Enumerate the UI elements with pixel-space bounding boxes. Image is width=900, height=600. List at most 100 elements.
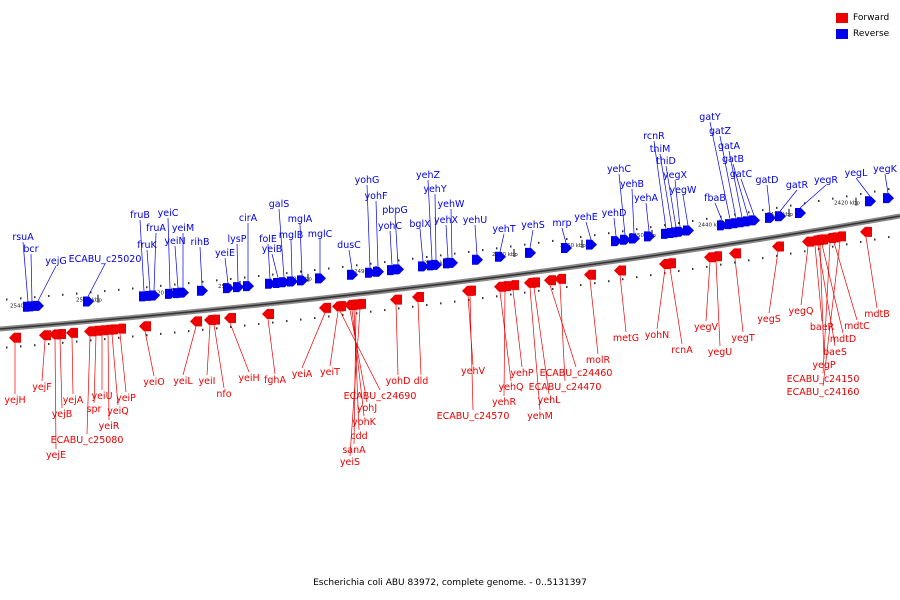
track-dash <box>188 282 190 285</box>
track-dash <box>188 330 190 333</box>
gene-leader <box>719 135 737 219</box>
track-dash <box>748 259 750 262</box>
gene-arrow-forward <box>208 314 220 325</box>
gene-label-reverse: rcnR <box>643 131 665 142</box>
gene-label-reverse: bcr <box>23 244 38 255</box>
gene-leader <box>512 290 523 368</box>
gene-leader <box>833 242 858 321</box>
gene-arrow-forward <box>66 327 78 338</box>
gene-leader <box>329 311 339 367</box>
gene-label-reverse: yeiM <box>172 223 194 234</box>
track-dash <box>832 197 834 200</box>
gene-leader <box>814 245 823 322</box>
track-dash <box>118 336 120 339</box>
gene-label-forward: yegS <box>757 314 781 325</box>
gene-label-reverse: gatY <box>699 112 721 123</box>
gene-label-forward: yeiR <box>99 421 120 432</box>
gene-leader <box>299 223 303 276</box>
track-dash <box>622 230 624 233</box>
track-dash <box>888 236 890 239</box>
track-dash <box>398 259 400 262</box>
gene-arrow-forward <box>102 324 114 335</box>
gene-label-forward: yeiT <box>320 367 340 378</box>
gene-leader <box>499 291 512 382</box>
gene-label-forward: ECABU_c24470 <box>529 382 602 393</box>
gene-arrow-reverse <box>83 296 94 307</box>
gene-arrow-reverse <box>472 254 483 265</box>
gene-leader <box>93 335 97 404</box>
gene-leader <box>224 257 229 284</box>
tick-label: 2520 kbp <box>150 291 176 297</box>
gene-leader <box>167 217 171 289</box>
gene-arrow-forward <box>729 248 741 259</box>
track-dash <box>62 341 64 344</box>
gene-leader <box>585 221 592 240</box>
gene-arrow-forward <box>39 330 51 341</box>
gene-leader <box>434 193 437 260</box>
track-dash <box>356 264 358 267</box>
gene-label-reverse: yeiB <box>262 244 283 255</box>
track-dash <box>888 188 890 191</box>
gene-label-forward: yejF <box>32 382 52 393</box>
track-dash <box>202 328 204 331</box>
track-dash <box>860 240 862 243</box>
legend-forward-label: Forward <box>853 13 890 23</box>
gene-leader <box>549 285 577 368</box>
gene-label-forward: yehL <box>538 395 561 406</box>
gene-leader <box>375 200 379 267</box>
gene-label-reverse: yohF <box>365 191 388 202</box>
gene-leader <box>146 249 151 291</box>
track-dash <box>496 295 498 298</box>
forward-swatch <box>836 13 848 23</box>
track-dash <box>104 338 106 341</box>
gene-leader <box>366 184 371 268</box>
track-dash <box>804 250 806 253</box>
gene-label-reverse: dusC <box>337 240 361 251</box>
gene-leader <box>213 324 225 389</box>
track-dash <box>468 298 470 301</box>
gene-leader <box>669 268 683 345</box>
gene-arrow-forward <box>334 301 346 312</box>
gene-label-reverse: thiD <box>656 156 676 167</box>
track-dash <box>510 293 512 296</box>
track-dash <box>314 269 316 272</box>
gene-leader <box>822 241 841 387</box>
legend: Forward Reverse <box>836 10 889 42</box>
track-dash <box>300 270 302 273</box>
gene-label-reverse: gatA <box>718 141 741 152</box>
track-dash <box>790 204 792 207</box>
track-dash <box>538 289 540 292</box>
track-dash <box>244 276 246 279</box>
gene-leader <box>768 251 779 314</box>
gene-arrow-reverse <box>33 300 44 311</box>
gene-arrow-forward <box>614 265 626 276</box>
track-dash <box>510 245 512 248</box>
gene-arrow-forward <box>190 316 202 327</box>
gene-arrow-reverse <box>561 243 572 254</box>
gene-arrow-reverse <box>749 215 760 226</box>
track-dash <box>454 300 456 303</box>
gene-arrow-reverse <box>620 234 631 245</box>
tick-label: 2440 kbp <box>698 223 724 229</box>
gene-arrow-reverse <box>287 276 298 287</box>
gene-label-forward: yohJ <box>357 403 377 414</box>
track-dash <box>426 304 428 307</box>
gene-leader <box>417 302 422 376</box>
gene-leader <box>561 227 567 244</box>
track-dash <box>20 345 22 348</box>
gene-leader <box>271 253 279 279</box>
gene-leader <box>339 310 381 391</box>
gene-leader <box>229 322 250 373</box>
gene-leader <box>144 331 155 377</box>
gene-label-forward: yeiU <box>91 391 112 402</box>
gene-label-reverse: yohG <box>355 175 380 186</box>
track-dash <box>426 256 428 259</box>
track-dash <box>594 234 596 237</box>
gene-leader <box>618 173 626 235</box>
gene-leader <box>734 258 744 333</box>
gene-arrow-reverse <box>393 264 404 275</box>
track-dash <box>62 293 64 296</box>
track-dash <box>636 276 638 279</box>
track-dash <box>692 267 694 270</box>
